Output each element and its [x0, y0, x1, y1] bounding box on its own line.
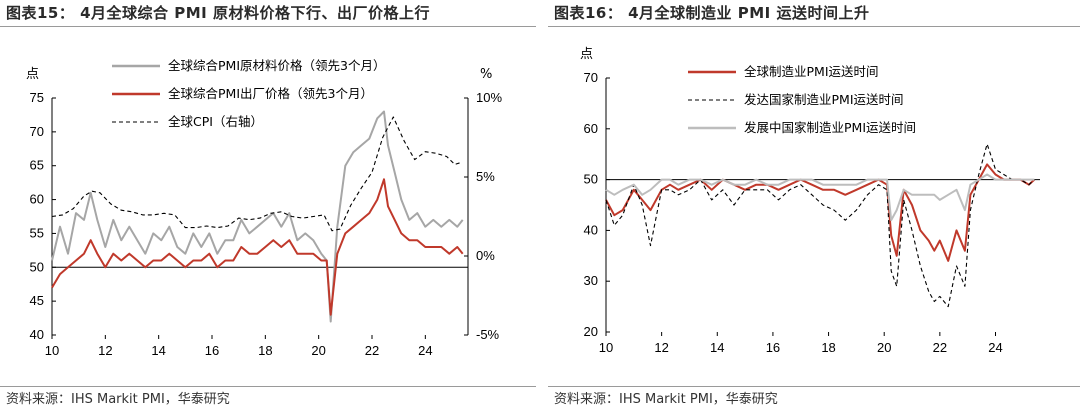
left-left-tick-label: 55 — [30, 225, 44, 240]
left-left-tick-label: 40 — [30, 327, 44, 342]
left-x-tick-label: 10 — [45, 343, 59, 358]
left-chart-svg: 40 45 50 55 60 65 70 75 点 -5% 0% 5% 10%% 10 12 14 16 18 20… — [26, 58, 502, 358]
right-left-tick-label: 50 — [584, 172, 598, 187]
left-series-line-1 — [51, 110, 464, 323]
left-left-tick-label: 65 — [30, 158, 44, 173]
right-left-tick-label: 60 — [584, 121, 598, 136]
left-left-tick-label: 75 — [30, 90, 44, 105]
left-x-tick-label: 22 — [365, 343, 379, 358]
left-right-tick-label: -5% — [476, 327, 500, 342]
right-x-tick-label: 20 — [877, 340, 891, 355]
left-source-rule — [0, 386, 536, 387]
left-right-tick-label: 10% — [476, 90, 502, 105]
right-left-axis-unit: 点 — [580, 47, 593, 62]
right-x-tick-label: 24 — [988, 340, 1002, 355]
left-chart-title: 图表15： 4月全球综合 PMI 原材料价格下行、出厂价格上行 — [6, 4, 430, 22]
right-left-tick-label: 40 — [584, 222, 598, 237]
left-left-tick-label: 60 — [30, 192, 44, 207]
left-legend-label-2: 全球综合PMI出厂价格（领先3个月） — [168, 86, 373, 101]
left-right-tick-label: 0% — [476, 248, 495, 263]
left-x-tick-label: 18 — [258, 343, 272, 358]
right-legend-label-3: 发展中国家制造业PMI运送时间 — [744, 120, 916, 135]
left-right-axis-unit: % — [480, 67, 492, 82]
left-left-tick-label: 70 — [30, 124, 44, 139]
right-chart-title: 图表16： 4月全球制造业 PMI 运送时间上升 — [554, 4, 870, 22]
right-left-tick-label: 70 — [584, 70, 598, 85]
left-chart-source: 资料来源：IHS Markit PMI，华泰研究 — [6, 392, 230, 407]
left-x-tick-label: 12 — [98, 343, 112, 358]
right-left-tick-label: 30 — [584, 273, 598, 288]
left-series-line-3 — [51, 116, 461, 232]
left-right-tick-label: 5% — [476, 169, 495, 184]
right-legend-label-1: 全球制造业PMI运送时间 — [744, 64, 879, 79]
left-chart-panel: 图表15： 4月全球综合 PMI 原材料价格下行、出厂价格上行 40 45 50 55… — [0, 0, 536, 410]
right-title-rule — [548, 26, 1080, 27]
right-series-line-1 — [605, 163, 1036, 262]
right-chart-panel: 图表16： 4月全球制造业 PMI 运送时间上升 20 30 40 50 60 70 点 10… — [548, 0, 1080, 410]
left-legend-label-1: 全球综合PMI原材料价格（领先3个月） — [168, 58, 385, 73]
right-source-rule — [548, 386, 1080, 387]
right-x-tick-label: 16 — [766, 340, 780, 355]
left-left-axis-unit: 点 — [26, 67, 39, 82]
right-legend-label-2: 发达国家制造业PMI运送时间 — [744, 92, 904, 107]
left-left-tick-label: 50 — [30, 259, 44, 274]
right-left-tick-label: 20 — [584, 324, 598, 339]
right-series-line-2 — [605, 143, 1035, 308]
right-x-tick-label: 22 — [933, 340, 947, 355]
left-left-tick-label: 45 — [30, 293, 44, 308]
left-x-tick-label: 16 — [205, 343, 219, 358]
left-series-line-2 — [51, 178, 464, 316]
right-series-line-3 — [605, 173, 1035, 222]
right-x-tick-label: 12 — [654, 340, 668, 355]
left-x-tick-label: 24 — [418, 343, 432, 358]
right-chart-svg: 20 30 40 50 60 70 点 10 12 14 16 18 20 22 24 全球制造业PMI运送时… — [580, 47, 1040, 355]
left-title-rule — [0, 26, 536, 27]
left-x-tick-label: 14 — [151, 343, 165, 358]
left-x-tick-label: 20 — [311, 343, 325, 358]
left-legend-label-3: 全球CPI（右轴） — [168, 114, 263, 129]
right-x-tick-label: 18 — [821, 340, 835, 355]
right-x-tick-label: 14 — [710, 340, 724, 355]
right-x-tick-label: 10 — [599, 340, 613, 355]
right-chart-source: 资料来源：IHS Markit PMI，华泰研究 — [554, 392, 778, 407]
